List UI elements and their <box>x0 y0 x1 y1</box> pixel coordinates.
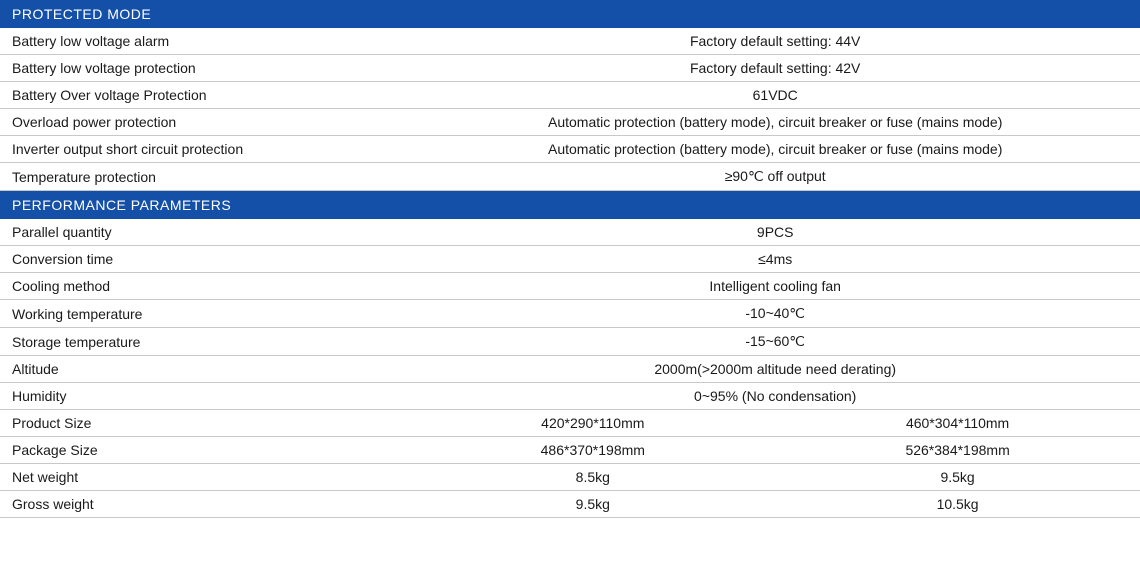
spec-table: PROTECTED MODE Battery low voltage alarm… <box>0 0 1140 518</box>
table-row: Cooling method Intelligent cooling fan <box>0 273 1140 300</box>
table-row: Battery Over voltage Protection 61VDC <box>0 82 1140 109</box>
spec-value-a: 486*370*198mm <box>410 437 775 464</box>
table-row: Working temperature -10~40℃ <box>0 300 1140 328</box>
table-row: Conversion time ≤4ms <box>0 246 1140 273</box>
spec-value-b: 9.5kg <box>775 464 1140 491</box>
section-header-performance-parameters: PERFORMANCE PARAMETERS <box>0 191 1140 220</box>
table-row: Inverter output short circuit protection… <box>0 136 1140 163</box>
table-row: Parallel quantity 9PCS <box>0 219 1140 246</box>
table-row: Overload power protection Automatic prot… <box>0 109 1140 136</box>
spec-label: Parallel quantity <box>0 219 410 246</box>
spec-label: Cooling method <box>0 273 410 300</box>
spec-value: Intelligent cooling fan <box>410 273 1140 300</box>
spec-value: 9PCS <box>410 219 1140 246</box>
spec-label: Humidity <box>0 383 410 410</box>
spec-label: Storage temperature <box>0 328 410 356</box>
spec-label: Battery low voltage alarm <box>0 28 410 55</box>
spec-value-b: 460*304*110mm <box>775 410 1140 437</box>
table-row: Temperature protection ≥90℃ off output <box>0 163 1140 191</box>
table-row: Package Size 486*370*198mm 526*384*198mm <box>0 437 1140 464</box>
table-row: Altitude 2000m(>2000m altitude need dera… <box>0 356 1140 383</box>
table-row: Net weight 8.5kg 9.5kg <box>0 464 1140 491</box>
spec-label: Product Size <box>0 410 410 437</box>
spec-value: 2000m(>2000m altitude need derating) <box>410 356 1140 383</box>
spec-value: Automatic protection (battery mode), cir… <box>410 109 1140 136</box>
spec-value: 61VDC <box>410 82 1140 109</box>
spec-label: Net weight <box>0 464 410 491</box>
table-row: Humidity 0~95% (No condensation) <box>0 383 1140 410</box>
spec-value: -15~60℃ <box>410 328 1140 356</box>
spec-value: 0~95% (No condensation) <box>410 383 1140 410</box>
table-row: Storage temperature -15~60℃ <box>0 328 1140 356</box>
table-row: Battery low voltage protection Factory d… <box>0 55 1140 82</box>
spec-label: Working temperature <box>0 300 410 328</box>
spec-value: -10~40℃ <box>410 300 1140 328</box>
spec-value-a: 420*290*110mm <box>410 410 775 437</box>
spec-label: Gross weight <box>0 491 410 518</box>
spec-label: Altitude <box>0 356 410 383</box>
spec-label: Temperature protection <box>0 163 410 191</box>
spec-value: Factory default setting: 42V <box>410 55 1140 82</box>
spec-label: Overload power protection <box>0 109 410 136</box>
spec-value: ≤4ms <box>410 246 1140 273</box>
section-title: PERFORMANCE PARAMETERS <box>0 191 1140 220</box>
spec-value-a: 9.5kg <box>410 491 775 518</box>
spec-label: Battery low voltage protection <box>0 55 410 82</box>
section-header-protected-mode: PROTECTED MODE <box>0 0 1140 28</box>
spec-label: Package Size <box>0 437 410 464</box>
spec-value-a: 8.5kg <box>410 464 775 491</box>
spec-value: Automatic protection (battery mode), cir… <box>410 136 1140 163</box>
table-row: Product Size 420*290*110mm 460*304*110mm <box>0 410 1140 437</box>
table-row: Battery low voltage alarm Factory defaul… <box>0 28 1140 55</box>
spec-value: ≥90℃ off output <box>410 163 1140 191</box>
spec-value-b: 10.5kg <box>775 491 1140 518</box>
spec-label: Battery Over voltage Protection <box>0 82 410 109</box>
spec-label: Conversion time <box>0 246 410 273</box>
spec-value-b: 526*384*198mm <box>775 437 1140 464</box>
table-row: Gross weight 9.5kg 10.5kg <box>0 491 1140 518</box>
spec-value: Factory default setting: 44V <box>410 28 1140 55</box>
spec-label: Inverter output short circuit protection <box>0 136 410 163</box>
section-title: PROTECTED MODE <box>0 0 1140 28</box>
